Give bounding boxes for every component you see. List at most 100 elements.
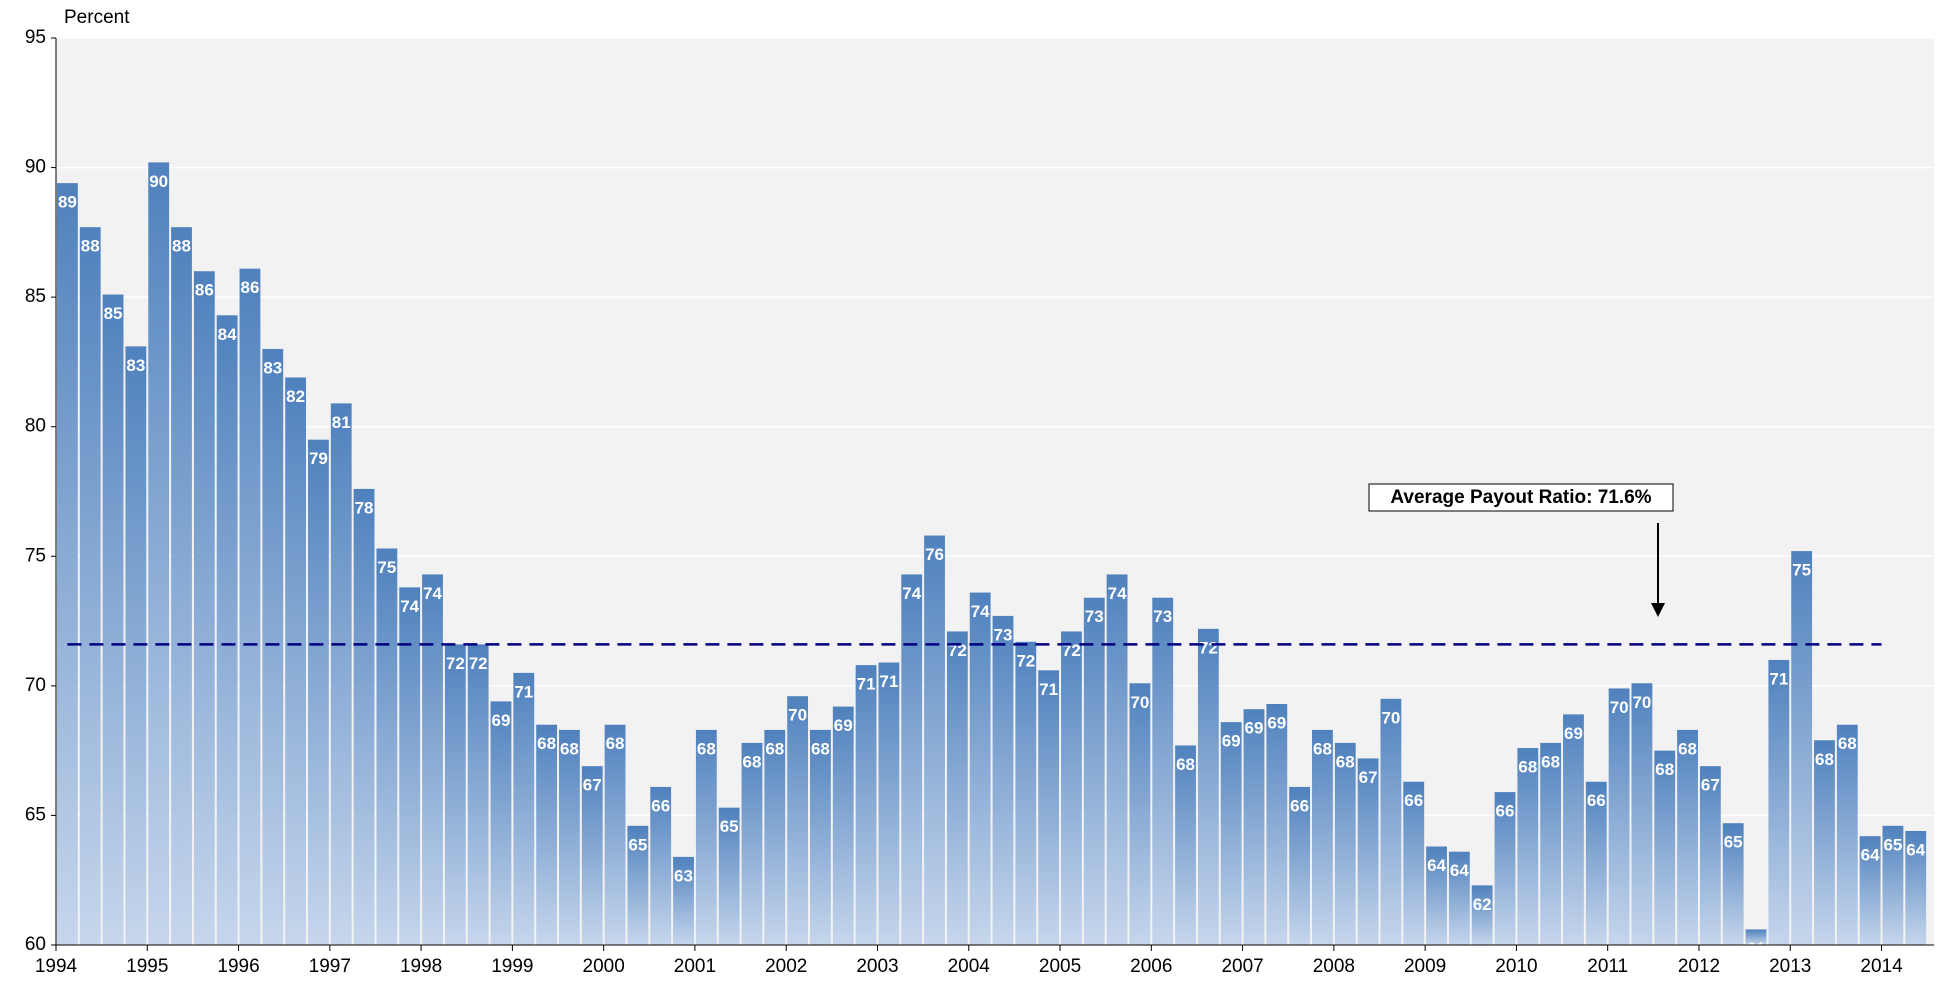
x-tick-label: 2013 bbox=[1769, 956, 1811, 977]
value-label: 70 bbox=[788, 706, 807, 725]
bar bbox=[1448, 851, 1470, 945]
value-label: 61 bbox=[1747, 939, 1766, 958]
value-label: 88 bbox=[81, 237, 100, 256]
bar bbox=[650, 786, 672, 945]
value-label: 68 bbox=[1176, 755, 1195, 774]
bar bbox=[1608, 688, 1630, 945]
y-tick-label: 95 bbox=[25, 27, 46, 48]
x-tick-label: 1999 bbox=[491, 956, 533, 977]
value-label: 86 bbox=[241, 278, 260, 297]
value-label: 69 bbox=[1222, 732, 1241, 751]
value-label: 70 bbox=[1632, 693, 1651, 712]
x-tick-label: 2009 bbox=[1404, 956, 1446, 977]
bar bbox=[376, 548, 398, 945]
bar bbox=[855, 665, 877, 945]
value-label: 68 bbox=[1838, 734, 1857, 753]
bar bbox=[627, 825, 649, 945]
value-label: 66 bbox=[1587, 791, 1606, 810]
value-label: 71 bbox=[1769, 669, 1788, 688]
value-label: 70 bbox=[1130, 693, 1149, 712]
value-label: 65 bbox=[720, 817, 739, 836]
y-axis-title: Percent bbox=[64, 7, 130, 28]
value-label: 65 bbox=[628, 835, 647, 854]
value-label: 68 bbox=[606, 734, 625, 753]
x-tick-label: 2006 bbox=[1130, 956, 1172, 977]
bar bbox=[604, 724, 626, 945]
bar bbox=[285, 377, 307, 945]
value-label: 69 bbox=[1564, 724, 1583, 743]
x-tick-label: 2004 bbox=[948, 956, 991, 977]
value-label: 68 bbox=[1336, 752, 1355, 771]
bar bbox=[1631, 683, 1653, 945]
x-tick-label: 2002 bbox=[765, 956, 807, 977]
value-label: 76 bbox=[925, 545, 944, 564]
value-label: 73 bbox=[1153, 607, 1172, 626]
value-label: 72 bbox=[1062, 641, 1081, 660]
bar bbox=[1494, 792, 1516, 945]
value-label: 66 bbox=[1496, 802, 1515, 821]
value-label: 81 bbox=[332, 413, 351, 432]
bar bbox=[810, 729, 831, 945]
value-label: 72 bbox=[446, 654, 465, 673]
bar bbox=[1357, 758, 1379, 945]
bar bbox=[1197, 628, 1219, 945]
value-label: 83 bbox=[263, 358, 282, 377]
value-label: 82 bbox=[286, 387, 305, 406]
value-label: 65 bbox=[1724, 833, 1743, 852]
value-label: 64 bbox=[1906, 840, 1925, 859]
value-label: 70 bbox=[1610, 698, 1629, 717]
value-label: 64 bbox=[1450, 861, 1469, 880]
value-label: 68 bbox=[1678, 739, 1697, 758]
value-label: 78 bbox=[355, 498, 374, 517]
bar bbox=[1791, 551, 1813, 945]
bar bbox=[1836, 724, 1858, 945]
value-label: 67 bbox=[1359, 768, 1378, 787]
bar bbox=[1243, 709, 1265, 945]
bar bbox=[1699, 766, 1721, 945]
value-label: 72 bbox=[1016, 651, 1035, 670]
value-label: 71 bbox=[879, 672, 898, 691]
bar bbox=[467, 644, 489, 945]
x-tick-label: 1997 bbox=[309, 956, 351, 977]
bar bbox=[353, 488, 375, 945]
x-tick-label: 2011 bbox=[1587, 956, 1628, 977]
value-label: 72 bbox=[948, 641, 967, 660]
bar bbox=[308, 439, 329, 945]
value-label: 64 bbox=[1861, 846, 1880, 865]
bar bbox=[1722, 823, 1744, 945]
bar bbox=[764, 729, 786, 945]
bar bbox=[832, 706, 854, 945]
value-label: 86 bbox=[195, 281, 214, 300]
x-tick-label: 1994 bbox=[35, 956, 78, 977]
value-label: 74 bbox=[1108, 584, 1127, 603]
value-label: 88 bbox=[172, 237, 191, 256]
value-label: 68 bbox=[811, 739, 830, 758]
bar bbox=[1677, 729, 1698, 945]
x-tick-label: 2005 bbox=[1039, 956, 1081, 977]
arrow-head bbox=[1651, 603, 1665, 617]
bar bbox=[239, 268, 261, 945]
bar bbox=[1814, 740, 1835, 945]
value-label: 65 bbox=[1883, 835, 1902, 854]
value-label: 62 bbox=[1473, 895, 1492, 914]
bar bbox=[490, 701, 512, 945]
y-tick-label: 65 bbox=[25, 804, 46, 825]
bar bbox=[1380, 698, 1402, 945]
value-label: 66 bbox=[651, 796, 670, 815]
bar bbox=[148, 162, 170, 946]
bar bbox=[787, 696, 809, 945]
bar bbox=[1266, 703, 1288, 945]
value-label: 68 bbox=[537, 734, 556, 753]
value-label: 89 bbox=[58, 193, 77, 212]
bar bbox=[171, 227, 192, 945]
x-tick-label: 2001 bbox=[674, 956, 716, 977]
annotation-box bbox=[1368, 483, 1674, 512]
value-label: 75 bbox=[1792, 561, 1811, 580]
bar bbox=[1471, 885, 1493, 945]
bar bbox=[1152, 597, 1174, 945]
bar bbox=[741, 742, 763, 945]
value-label: 64 bbox=[1427, 856, 1446, 875]
bar bbox=[718, 807, 740, 945]
value-label: 71 bbox=[1039, 680, 1058, 699]
